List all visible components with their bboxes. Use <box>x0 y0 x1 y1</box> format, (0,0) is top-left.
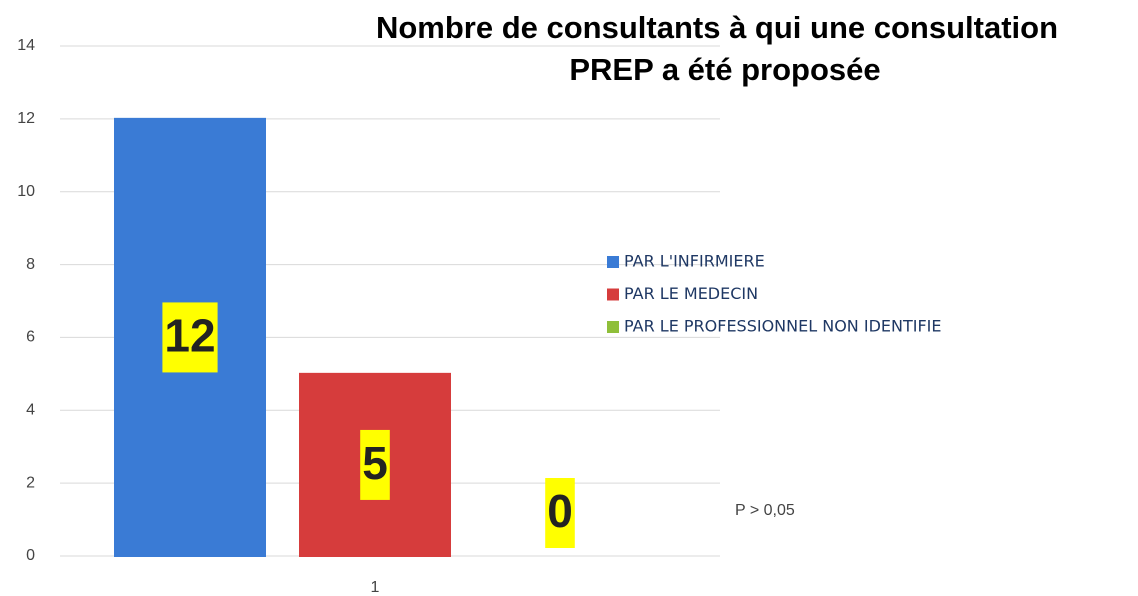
y-tick-label: 14 <box>17 37 35 54</box>
data-label-box <box>162 302 218 373</box>
data-label: 12 <box>164 310 215 362</box>
y-tick-label: 2 <box>26 474 35 491</box>
data-label-box <box>545 478 575 548</box>
annotation: P > 0,05 <box>735 502 795 519</box>
y-tick-label: 6 <box>26 329 35 346</box>
y-tick-label: 10 <box>17 183 35 200</box>
legend-swatch <box>607 321 619 333</box>
data-label: 5 <box>362 437 388 489</box>
legend-swatch <box>607 288 619 301</box>
data-label-box <box>360 429 390 500</box>
y-tick-label: 8 <box>26 256 35 273</box>
chart-title: Nombre de consultants à qui une consulta… <box>376 10 1058 87</box>
data-label: 0 <box>547 485 573 537</box>
title-line: Nombre de consultants à qui une consulta… <box>376 10 1058 45</box>
legend-label: PAR LE PROFESSIONNEL NON IDENTIFIE <box>624 317 941 336</box>
legend-label: PAR LE MEDECIN <box>624 284 758 303</box>
legend-swatch <box>607 256 619 268</box>
x-tick-label: 1 <box>371 579 380 596</box>
y-tick-label: 4 <box>26 402 35 419</box>
y-tick-label: 12 <box>17 110 35 127</box>
title-line: PREP a été proposée <box>569 52 880 87</box>
legend-label: PAR L'INFIRMIERE <box>624 252 765 271</box>
y-tick-label: 0 <box>26 547 35 564</box>
